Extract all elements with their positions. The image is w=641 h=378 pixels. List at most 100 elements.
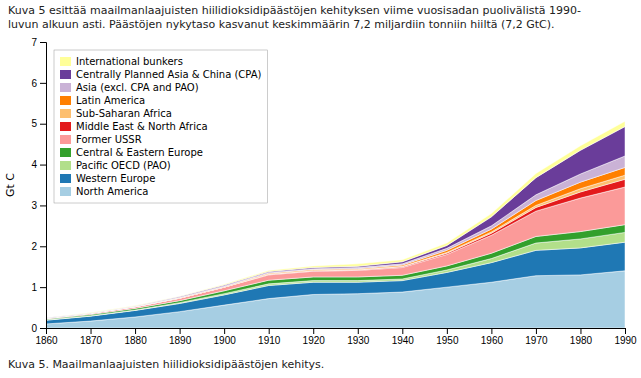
x-axis: 1860 1870 1880 1890 1900 1910 1920 1930 1940 1950…: [35, 328, 637, 346]
x-tick-mark: [447, 328, 448, 334]
area: [46, 127, 625, 319]
legend-box: [54, 50, 267, 203]
legend-label: North America: [76, 186, 148, 197]
x-tick: 1910: [258, 328, 281, 346]
caption: Kuva 5. Maailmanlaajuisten hiilidioksidi…: [8, 358, 324, 371]
x-tick-mark: [91, 328, 92, 334]
title-line: Kuva 5 esittää maailmanlaajuisten hiilid…: [8, 4, 581, 17]
x-tick-mark: [224, 328, 225, 334]
legend-swatch: [60, 70, 71, 79]
legend-label: Western Europe: [76, 173, 155, 184]
legend-label: Middle East & North Africa: [76, 121, 208, 132]
legend-swatch: [60, 83, 71, 92]
y-tick: 4: [31, 159, 46, 170]
y-tick-label: 0: [31, 323, 37, 334]
y-axis: 0 1 2 3 4 5 6 7: [31, 37, 46, 334]
x-tick-label: 1970: [525, 335, 548, 346]
area: [46, 242, 625, 324]
y-tick-mark: [40, 165, 46, 166]
x-tick-label: 1890: [169, 335, 192, 346]
y-tick: 7: [31, 37, 46, 48]
y-tick-label: 5: [31, 118, 37, 129]
y-tick: 0: [31, 323, 46, 334]
x-tick-mark: [180, 328, 181, 334]
y-tick-mark: [40, 246, 46, 247]
legend-swatch: [60, 161, 71, 170]
y-tick: 5: [31, 118, 46, 129]
legend-swatch: [60, 148, 71, 157]
legend-label: International bunkers: [76, 56, 183, 67]
y-tick-label: 3: [31, 200, 37, 211]
x-tick-label: 1930: [347, 335, 370, 346]
y-axis-line: [40, 43, 47, 329]
x-tick: 1860: [35, 328, 58, 346]
y-tick: 1: [31, 282, 46, 293]
title: Kuva 5 esittää maailmanlaajuisten hiilid…: [8, 4, 581, 31]
x-tick-mark: [625, 328, 626, 334]
x-tick: 1900: [214, 328, 237, 346]
x-tick-mark: [135, 328, 136, 334]
x-tick-mark: [313, 328, 314, 334]
x-tick: 1990: [614, 328, 637, 346]
x-tick-mark: [580, 328, 581, 334]
legend-label: Former USSR: [76, 134, 142, 145]
legend-label: Sub-Saharan Africa: [76, 108, 172, 119]
x-tick-label: 1990: [614, 335, 637, 346]
x-tick: 1980: [570, 328, 593, 346]
x-tick: 1930: [347, 328, 370, 346]
y-tick: 6: [31, 78, 46, 89]
y-tick-label: 6: [31, 78, 37, 89]
x-tick: 1950: [436, 328, 459, 346]
y-tick-label: 1: [31, 282, 37, 293]
x-tick-label: 1950: [436, 335, 459, 346]
x-tick-mark: [358, 328, 359, 334]
legend-label: Central & Eastern Europe: [76, 147, 203, 158]
y-tick-label: 7: [31, 37, 37, 48]
x-axis-line: [47, 329, 626, 335]
x-tick-label: 1880: [124, 335, 147, 346]
legend-swatch: [60, 122, 71, 131]
y-tick-mark: [40, 83, 46, 84]
y-tick-label: 2: [31, 241, 37, 252]
x-tick-label: 1910: [258, 335, 281, 346]
legend: International bunkers Centrally Planned A…: [54, 50, 267, 203]
legend-swatch: [60, 57, 71, 66]
x-tick: 1940: [392, 328, 415, 346]
y-tick-label: 4: [31, 159, 37, 170]
title-line: luvun alkuun asti. Päästöjen nykytaso ka…: [8, 18, 555, 31]
y-tick-mark: [40, 328, 46, 329]
x-tick-label: 1900: [214, 335, 237, 346]
x-tick: 1970: [525, 328, 548, 346]
plot-area: [46, 121, 625, 328]
x-tick-label: 1920: [303, 335, 326, 346]
y-tick-mark: [40, 205, 46, 206]
x-tick-mark: [536, 328, 537, 334]
x-tick-label: 1980: [570, 335, 593, 346]
x-tick: 1880: [124, 328, 147, 346]
chart: Kuva 5 esittää maailmanlaajuisten hiilid…: [0, 0, 641, 378]
legend-label: Latin America: [76, 95, 145, 106]
legend-label: Asia (excl. CPA and PAO): [76, 82, 199, 93]
x-tick: 1870: [80, 328, 103, 346]
y-tick-mark: [40, 124, 46, 125]
x-tick-label: 1860: [35, 335, 58, 346]
x-tick-label: 1940: [392, 335, 415, 346]
y-tick: 3: [31, 200, 46, 211]
area: [46, 121, 625, 318]
x-tick-label: 1870: [80, 335, 103, 346]
x-tick-label: 1960: [481, 335, 504, 346]
y-tick-mark: [40, 42, 46, 43]
legend-swatch: [60, 174, 71, 183]
x-tick: 1890: [169, 328, 192, 346]
legend-label: Pacific OECD (PAO): [76, 160, 171, 171]
legend-swatch: [60, 135, 71, 144]
x-tick-mark: [402, 328, 403, 334]
y-axis-title: Gt C: [4, 173, 17, 197]
y-tick-mark: [40, 287, 46, 288]
x-tick-mark: [269, 328, 270, 334]
x-tick: 1920: [303, 328, 326, 346]
legend-swatch: [60, 96, 71, 105]
legend-swatch: [60, 109, 71, 118]
legend-label: Centrally Planned Asia & China (CPA): [76, 69, 262, 80]
x-tick-mark: [491, 328, 492, 334]
